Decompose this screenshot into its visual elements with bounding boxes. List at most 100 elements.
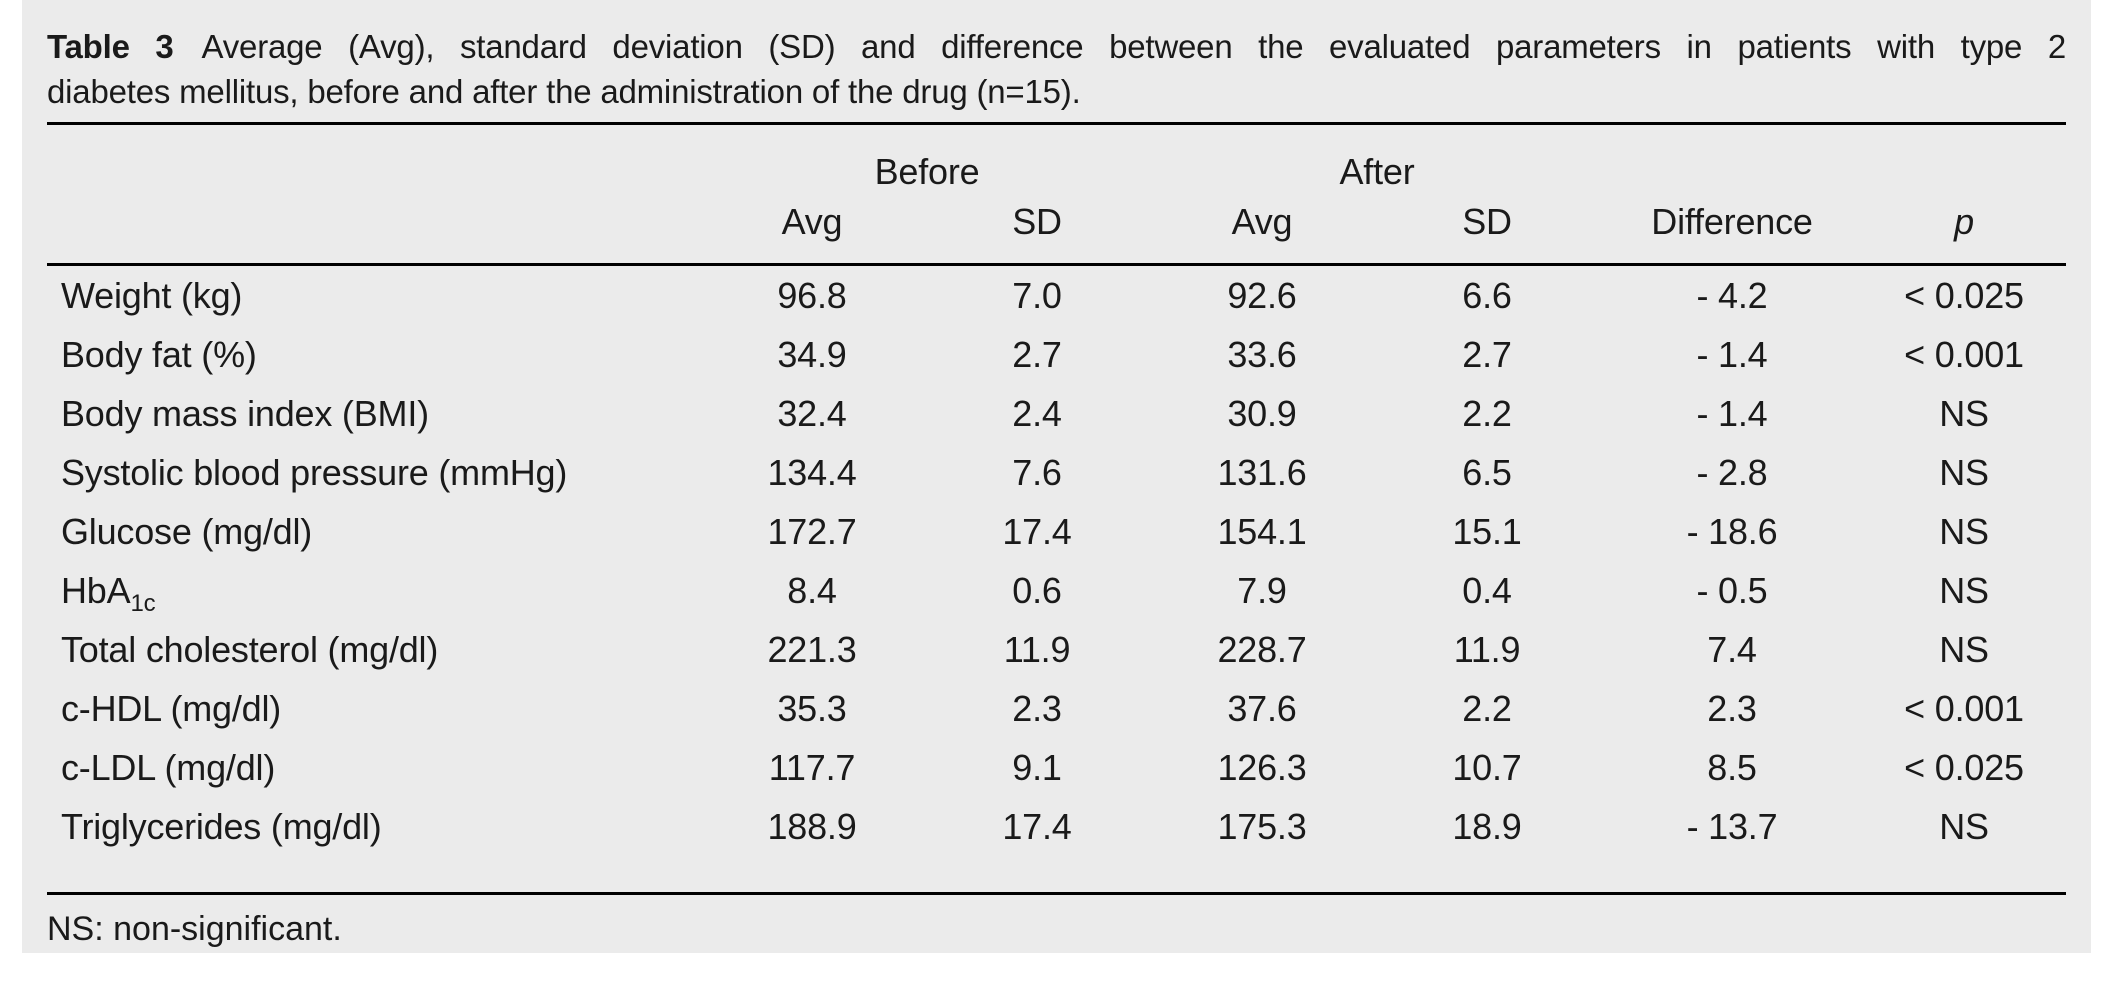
table-row: Body mass index (BMI) 32.4 2.4 30.9 2.2 - 1.4…: [47, 384, 2066, 443]
table-content: Table 3 Average (Avg), standard deviation…: [47, 0, 2066, 952]
value-cell: 0.6: [1012, 569, 1062, 611]
value-cell: 131.6: [1217, 451, 1307, 493]
value-cell: 134.4: [767, 451, 857, 493]
parameter-subscript: 1c: [130, 589, 156, 617]
value-cell: 154.1: [1217, 510, 1307, 552]
value-cell: 6.6: [1462, 274, 1512, 316]
table-caption: Table 3 Average (Avg), standard deviation…: [47, 0, 2066, 122]
group-header-row: Before After: [47, 124, 2066, 198]
table-row: Glucose (mg/dl) 172.7 17.4 154.1 15.1 - 18.6 N…: [47, 502, 2066, 561]
parameter-label: c-LDL (mg/dl): [61, 746, 276, 788]
parameter-cell: Glucose (mg/dl): [47, 502, 702, 561]
caption-line-1: Table 3 Average (Avg), standard deviation…: [47, 24, 2066, 69]
value-cell: 7.0: [1012, 274, 1062, 316]
value-cell: 92.6: [1227, 274, 1297, 316]
value-cell: 11.9: [1003, 628, 1071, 670]
value-cell: NS: [1939, 510, 1989, 552]
parameter-label: Triglycerides (mg/dl): [61, 805, 382, 847]
parameter-label: HbA: [61, 569, 131, 611]
table-row: c-HDL (mg/dl) 35.3 2.3 37.6 2.2 2.3 < 0.001: [47, 679, 2066, 738]
value-cell: - 4.2: [1696, 274, 1768, 316]
value-cell: 17.4: [1002, 510, 1072, 552]
value-cell: - 13.7: [1686, 805, 1778, 847]
value-cell: < 0.001: [1904, 687, 2024, 729]
value-cell: 7.9: [1237, 569, 1287, 611]
table-row: Total cholesterol (mg/dl) 221.3 11.9 228.7 1…: [47, 620, 2066, 679]
value-cell: NS: [1939, 805, 1989, 847]
column-header-after-sd: SD: [1462, 201, 1512, 242]
parameter-cell: c-HDL (mg/dl): [47, 679, 702, 738]
value-cell: 2.7: [1012, 333, 1062, 375]
table-row: Body fat (%) 34.9 2.7 33.6 2.7 - 1.4 < 0.001: [47, 325, 2066, 384]
parameter-cell: Systolic blood pressure (mmHg): [47, 443, 702, 502]
value-cell: 2.3: [1012, 687, 1062, 729]
value-cell: NS: [1939, 392, 1989, 434]
parameter-cell: Total cholesterol (mg/dl): [47, 620, 702, 679]
parameter-label: Systolic blood pressure (mmHg): [61, 451, 568, 493]
value-cell: - 2.8: [1696, 451, 1768, 493]
value-cell: 0.4: [1462, 569, 1512, 611]
table-footnote: NS: non-significant.: [47, 910, 342, 948]
value-cell: 172.7: [767, 510, 857, 552]
value-cell: 37.6: [1227, 687, 1297, 729]
results-table: Before After Avg SD Avg SD Difference p …: [47, 122, 2066, 895]
value-cell: 175.3: [1217, 805, 1307, 847]
value-cell: - 1.4: [1696, 333, 1768, 375]
value-cell: 32.4: [777, 392, 847, 434]
value-cell: 30.9: [1227, 392, 1297, 434]
column-header-p: p: [1954, 201, 1974, 242]
value-cell: < 0.025: [1904, 746, 2024, 788]
table-row: Systolic blood pressure (mmHg) 134.4 7.6 13…: [47, 443, 2066, 502]
parameter-cell: Weight (kg): [47, 265, 702, 326]
group-header-empty: [47, 124, 702, 198]
group-header-before: Before: [874, 151, 980, 192]
value-cell: - 1.4: [1696, 392, 1768, 434]
value-cell: 17.4: [1002, 805, 1072, 847]
value-cell: 117.7: [768, 746, 856, 788]
column-header-difference: Difference: [1651, 201, 1813, 242]
caption-line-2: diabetes mellitus, before and after the …: [47, 69, 2066, 114]
parameter-cell: HbA1c: [47, 561, 702, 620]
table-row: Triglycerides (mg/dl) 188.9 17.4 175.3 18.9 -…: [47, 797, 2066, 894]
value-cell: 6.5: [1462, 451, 1512, 493]
parameter-label: Body mass index (BMI): [61, 392, 429, 434]
value-cell: NS: [1939, 628, 1989, 670]
group-header-after: After: [1339, 151, 1415, 192]
parameter-label: Body fat (%): [61, 333, 257, 375]
value-cell: 9.1: [1012, 746, 1062, 788]
value-cell: - 18.6: [1686, 510, 1778, 552]
table-header: Before After Avg SD Avg SD Difference p: [47, 124, 2066, 265]
parameter-label: Glucose (mg/dl): [61, 510, 313, 552]
value-cell: NS: [1939, 451, 1989, 493]
value-cell: 228.7: [1217, 628, 1307, 670]
table-row: c-LDL (mg/dl) 117.7 9.1 126.3 10.7 8.5 < 0.025: [47, 738, 2066, 797]
table-panel: Table 3 Average (Avg), standard deviation…: [22, 0, 2091, 953]
value-cell: 15.1: [1452, 510, 1522, 552]
value-cell: 10.7: [1452, 746, 1522, 788]
value-cell: 2.2: [1462, 687, 1512, 729]
group-header-empty-right: [1602, 124, 2066, 198]
value-cell: NS: [1939, 569, 1989, 611]
value-cell: 221.3: [767, 628, 857, 670]
value-cell: 33.6: [1227, 333, 1297, 375]
column-header-before-sd: SD: [1012, 201, 1062, 242]
parameter-label: c-HDL (mg/dl): [61, 687, 282, 729]
value-cell: 7.6: [1012, 451, 1062, 493]
column-header-before-avg: Avg: [781, 201, 843, 242]
value-cell: 2.2: [1462, 392, 1512, 434]
value-cell: 8.4: [787, 569, 837, 611]
value-cell: < 0.025: [1904, 274, 2024, 316]
caption-label: Table 3: [47, 28, 174, 65]
caption-text-1: Average (Avg), standard deviation (SD) a…: [201, 28, 2067, 65]
value-cell: 8.5: [1707, 746, 1757, 788]
table-row: HbA1c 8.4 0.6 7.9 0.4 - 0.5 NS: [47, 561, 2066, 620]
value-cell: - 0.5: [1696, 569, 1768, 611]
value-cell: 11.9: [1453, 628, 1521, 670]
column-header-after-avg: Avg: [1231, 201, 1293, 242]
parameter-label: Total cholesterol (mg/dl): [61, 628, 439, 670]
value-cell: 96.8: [777, 274, 847, 316]
parameter-label: Weight (kg): [61, 274, 243, 316]
value-cell: 18.9: [1452, 805, 1522, 847]
value-cell: 2.3: [1707, 687, 1757, 729]
parameter-cell: Body fat (%): [47, 325, 702, 384]
